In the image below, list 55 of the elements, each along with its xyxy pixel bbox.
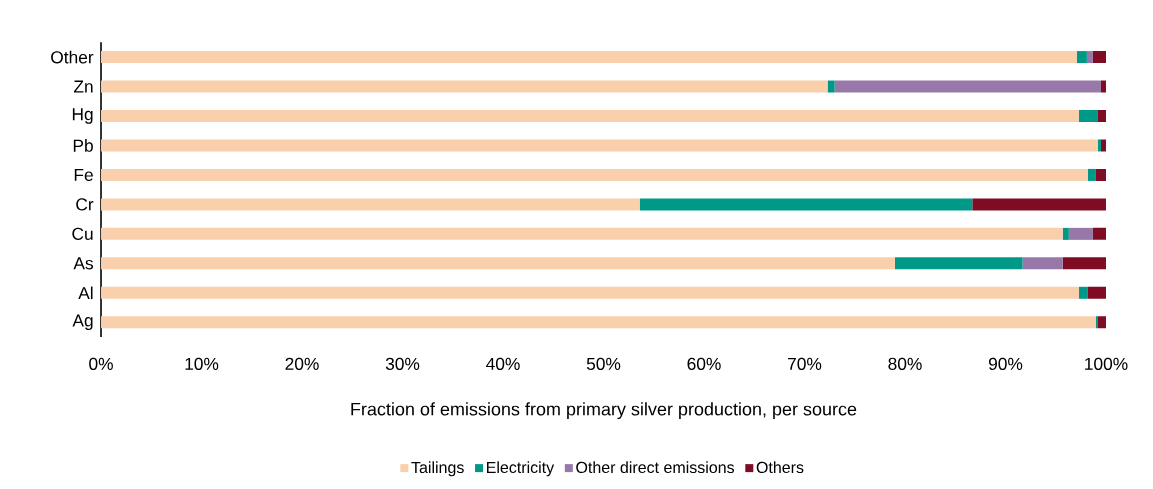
x-tick-label: 100% xyxy=(1085,357,1128,370)
y-tick-label: Cu xyxy=(72,227,93,240)
bar xyxy=(639,198,973,211)
bar xyxy=(101,80,828,93)
bar xyxy=(1097,139,1101,152)
bar xyxy=(1087,286,1106,299)
y-tick-label: Al xyxy=(78,286,93,300)
bar xyxy=(101,168,1088,181)
y-tick-label: Hg xyxy=(72,108,93,124)
bar xyxy=(1086,51,1093,64)
x-tick-label: 10% xyxy=(185,357,219,370)
x-tick-label: 50% xyxy=(586,357,621,370)
x-tick-label: 20% xyxy=(285,357,319,370)
bar xyxy=(1076,51,1087,64)
x-tick-label: 90% xyxy=(988,357,1023,370)
bar xyxy=(1092,51,1106,64)
bar xyxy=(1062,227,1069,240)
bar xyxy=(101,51,1077,64)
bar xyxy=(1092,227,1106,240)
y-tick-label: Other xyxy=(51,50,94,64)
x-tick-label: 40% xyxy=(486,357,520,370)
y-tick-label: Cr xyxy=(76,198,94,211)
bar xyxy=(894,257,1023,270)
x-tick-label: 30% xyxy=(385,357,420,370)
bar xyxy=(1087,168,1096,181)
y-tick-label: Zn xyxy=(73,80,93,93)
legend-label: Electricity xyxy=(487,461,555,477)
bar xyxy=(101,198,640,211)
bar xyxy=(1078,110,1098,122)
legend-label: Other direct emissions xyxy=(576,461,735,474)
bar xyxy=(1078,286,1088,299)
y-tick-label: Ag xyxy=(72,314,93,331)
x-tick-label: 0% xyxy=(89,357,113,370)
x-axis-title: Fraction of emissions from primary silver production, per source xyxy=(351,402,857,420)
bar xyxy=(101,227,1063,240)
bar xyxy=(827,80,835,93)
bar xyxy=(101,286,1079,299)
bar xyxy=(101,316,1096,329)
bar xyxy=(1095,316,1098,329)
bar xyxy=(101,110,1079,122)
bar xyxy=(834,80,1101,93)
y-tick-label: Fe xyxy=(74,168,93,181)
x-tick-label: 70% xyxy=(788,357,822,370)
legend-label: Others xyxy=(756,461,804,474)
bar xyxy=(1022,257,1063,270)
x-tick-label: 60% xyxy=(687,357,721,370)
y-tick-label: As xyxy=(73,257,94,270)
bar xyxy=(101,139,1098,152)
bar xyxy=(1062,257,1106,270)
bar xyxy=(1068,227,1093,240)
x-tick-label: 80% xyxy=(888,357,922,370)
y-tick-label: Pb xyxy=(73,139,93,152)
bar xyxy=(101,257,895,270)
legend-label: Tailings xyxy=(411,461,464,477)
bar xyxy=(972,198,1106,211)
